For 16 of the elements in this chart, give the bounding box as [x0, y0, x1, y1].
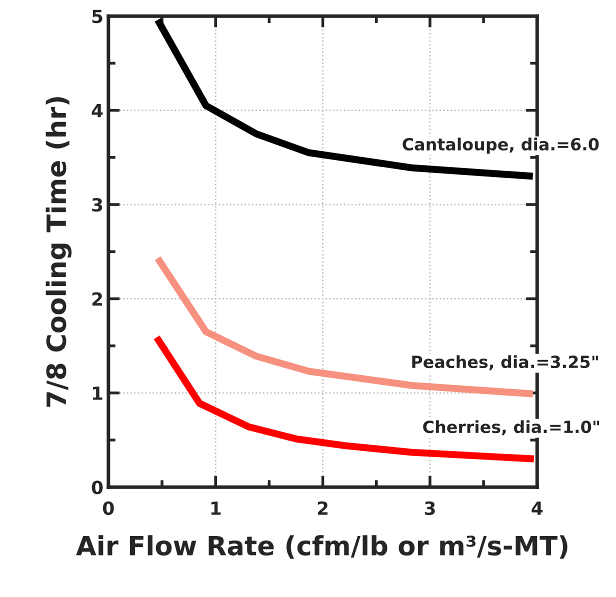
- y-tick-label: 1: [93, 386, 102, 400]
- x-tick-label: 2: [318, 501, 328, 515]
- y-tick-label: 5: [92, 10, 102, 24]
- y-tick-label: 2: [92, 292, 102, 306]
- series-label: Cherries, dia.=1.0": [423, 420, 600, 436]
- x-tick-label: 3: [424, 501, 435, 516]
- x-tick-label: 1: [211, 502, 221, 515]
- x-tick-label: 0: [103, 501, 114, 516]
- y-tick-label: 3: [92, 198, 102, 212]
- y-tick-label: 4: [92, 104, 103, 118]
- y-axis-title: 7/8 Cooling Time (hr): [46, 97, 72, 407]
- x-tick-label: 4: [532, 502, 543, 515]
- series-label: Cantaloupe, dia.=6.0: [402, 138, 599, 154]
- y-tick-label: 0: [92, 480, 103, 494]
- x-axis-title: Air Flow Rate (cfm/lb or m³/s-MT): [76, 535, 568, 559]
- series-label: Peaches, dia.=3.25": [412, 355, 598, 370]
